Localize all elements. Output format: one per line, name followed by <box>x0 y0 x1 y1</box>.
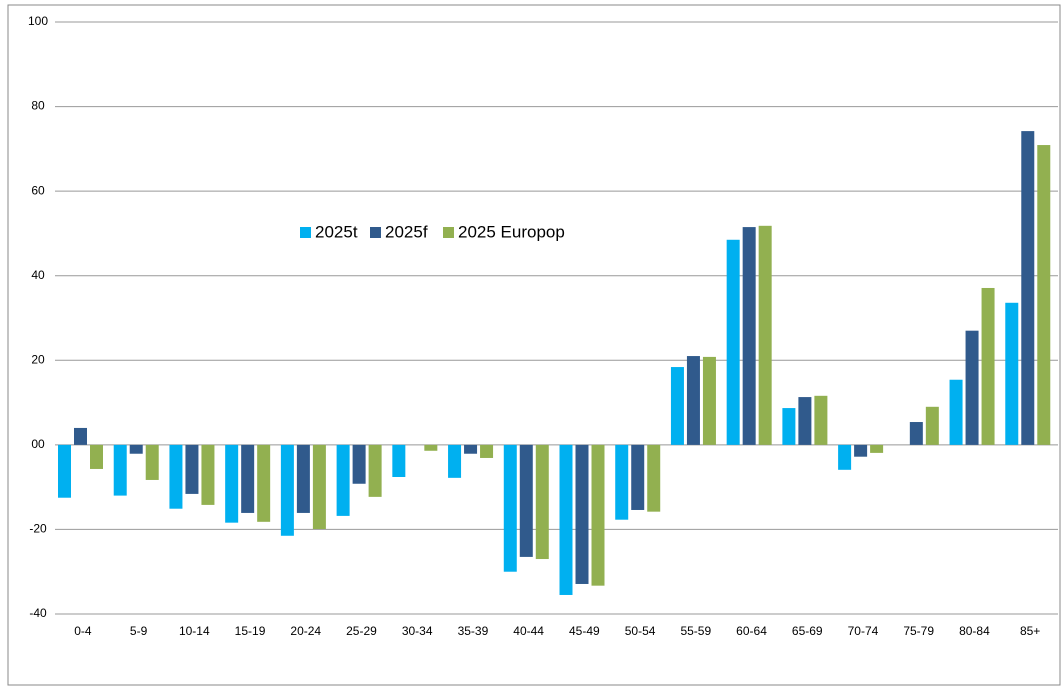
chart-border <box>7 4 1061 686</box>
bar <box>1005 302 1019 445</box>
bar <box>113 444 127 496</box>
bar <box>392 444 406 477</box>
bar <box>838 444 852 470</box>
bar <box>909 422 923 445</box>
x-tick-label: 0-4 <box>74 624 92 638</box>
bar <box>241 444 255 513</box>
x-tick-label: 20-24 <box>290 624 321 638</box>
labels: -40 -20 00 20 40 60 80 100 0-4 5-9 10-14 15-19 20-24… <box>28 14 1040 638</box>
bar <box>575 444 589 584</box>
bar <box>782 408 796 445</box>
x-tick-label: 10-14 <box>179 624 210 638</box>
y-tick-label: 40 <box>31 268 45 282</box>
bar <box>631 444 645 510</box>
bar <box>870 444 884 453</box>
y-tick-label: -20 <box>29 522 47 536</box>
bar <box>949 379 963 445</box>
bar <box>519 444 533 557</box>
x-tick-label: 30-34 <box>402 624 433 638</box>
legend: 2025t 2025f 2025 Europop <box>300 222 565 241</box>
bar <box>535 444 549 560</box>
bar <box>981 287 995 445</box>
bar <box>352 444 366 484</box>
legend-label: 2025t <box>315 222 358 241</box>
legend-swatch <box>443 227 454 238</box>
bar <box>854 444 868 457</box>
x-tick-label: 45-49 <box>569 624 600 638</box>
x-tick-label: 50-54 <box>625 624 656 638</box>
bar <box>424 444 438 451</box>
bar <box>702 356 716 445</box>
bar <box>742 227 756 445</box>
bar <box>615 444 629 520</box>
legend-swatch <box>370 227 381 238</box>
bar <box>74 427 87 445</box>
bar <box>670 367 684 445</box>
bar <box>257 444 271 522</box>
x-tick-label: 80-84 <box>959 624 990 638</box>
grid <box>55 21 1058 615</box>
bar <box>129 444 143 454</box>
bar <box>686 356 700 445</box>
legend-label: 2025f <box>385 222 428 241</box>
x-tick-label: 5-9 <box>130 624 148 638</box>
bar <box>591 444 605 586</box>
x-tick-label: 65-69 <box>792 624 823 638</box>
x-tick-label: 75-79 <box>903 624 934 638</box>
bar <box>280 444 294 536</box>
bar <box>647 444 661 512</box>
bar <box>480 444 494 458</box>
bar <box>758 225 772 445</box>
legend-label: 2025 Europop <box>458 222 565 241</box>
bar <box>1021 131 1035 445</box>
x-tick-label: 60-64 <box>736 624 767 638</box>
x-tick-label: 55-59 <box>680 624 711 638</box>
bar <box>185 444 199 494</box>
bar <box>1037 145 1051 445</box>
bar <box>201 444 215 505</box>
y-tick-label: 20 <box>31 352 45 366</box>
bar <box>925 406 939 445</box>
x-tick-label: 40-44 <box>513 624 544 638</box>
x-tick-label: 35-39 <box>458 624 489 638</box>
bar <box>90 444 103 469</box>
bar <box>312 444 326 530</box>
y-tick-label: 00 <box>31 437 45 451</box>
bar <box>965 330 979 445</box>
bar <box>464 444 478 454</box>
y-tick-label: 80 <box>31 99 45 113</box>
bar <box>169 444 183 509</box>
y-tick-label: 60 <box>31 183 45 197</box>
bar <box>336 444 350 516</box>
y-tick-label: -40 <box>29 606 47 620</box>
legend-swatch <box>300 227 311 238</box>
x-tick-label: 25-29 <box>346 624 377 638</box>
bar <box>559 444 573 595</box>
bars <box>58 131 1051 595</box>
bar <box>503 444 517 572</box>
y-tick-label: 100 <box>28 14 48 28</box>
x-tick-label: 70-74 <box>848 624 879 638</box>
x-tick-label: 15-19 <box>235 624 266 638</box>
bar <box>798 397 812 445</box>
bar <box>814 395 828 445</box>
bar <box>726 239 740 445</box>
bar <box>225 444 239 523</box>
bar <box>145 444 159 480</box>
bar <box>368 444 382 497</box>
bar <box>296 444 310 513</box>
bar <box>58 444 71 498</box>
x-tick-label: 85+ <box>1020 624 1040 638</box>
bar <box>448 444 462 478</box>
